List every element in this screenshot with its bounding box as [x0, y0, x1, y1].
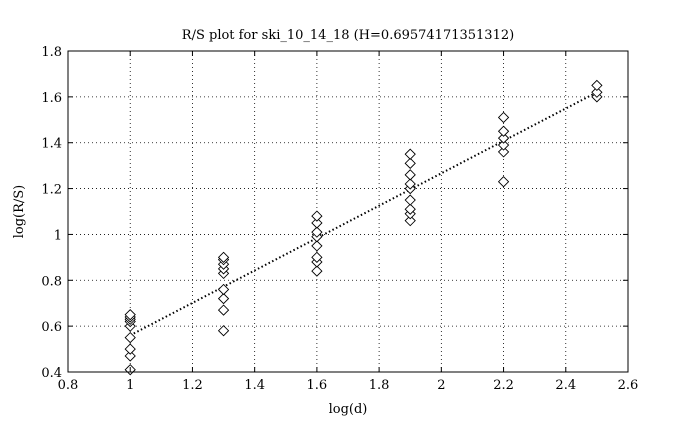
- data-point: [124, 331, 136, 344]
- data-point: [311, 240, 323, 252]
- data-point: [124, 309, 136, 321]
- axis-ticks: [67, 50, 629, 373]
- x-tick-label: 2.4: [555, 378, 576, 393]
- data-point: [124, 350, 136, 362]
- y-tick-label: 1.6: [41, 91, 62, 106]
- x-tick-label: 1.8: [369, 378, 390, 393]
- x-tick-label: 1.4: [244, 378, 265, 393]
- data-point: [311, 265, 323, 277]
- x-tick-label: 2.6: [618, 378, 639, 393]
- x-tick-label: 2: [437, 378, 445, 393]
- data-point: [404, 215, 416, 227]
- y-tick-label: 0.8: [41, 274, 62, 289]
- data-point: [591, 79, 603, 92]
- data-point: [497, 111, 510, 124]
- x-tick-label: 1.2: [182, 378, 203, 393]
- data-point: [497, 132, 510, 144]
- x-tick-label: 0.8: [58, 378, 79, 393]
- data-point: [311, 210, 323, 222]
- y-tick-label: 1.8: [41, 45, 62, 60]
- data-point: [217, 251, 230, 263]
- data-point: [404, 148, 416, 160]
- data-points: [124, 79, 603, 376]
- data-point: [217, 304, 230, 316]
- data-point: [124, 343, 136, 355]
- data-point: [404, 203, 416, 215]
- data-point: [217, 292, 230, 305]
- data-point: [217, 325, 230, 337]
- fit-line: [129, 91, 598, 337]
- data-point: [591, 86, 603, 98]
- data-point: [311, 251, 323, 263]
- data-point: [311, 217, 323, 229]
- x-axis-title: log(d): [329, 402, 368, 417]
- x-tick-label: 1: [126, 378, 134, 393]
- chart-title: R/S plot for ski_10_14_18 (H=0.695741713…: [182, 28, 514, 43]
- data-point: [497, 146, 510, 158]
- plot-frame: [67, 50, 629, 373]
- data-point: [497, 176, 510, 188]
- fit-line-group: [129, 91, 598, 337]
- x-tick-label: 1.6: [307, 378, 328, 393]
- y-tick-label: 1.2: [41, 183, 62, 198]
- data-point: [217, 283, 230, 296]
- data-point: [404, 178, 416, 190]
- y-tick-label: 0.6: [41, 320, 62, 335]
- y-tick-label: 1.4: [41, 137, 62, 152]
- data-point: [497, 139, 510, 151]
- data-point: [404, 169, 416, 181]
- data-point: [404, 194, 416, 206]
- tick-labels: 0.8 1 1.2 1.4 1.6 1.8 2 2.2 2.4 2.6 0.4 0.6 0.8 1 1.2 1…: [41, 45, 638, 393]
- y-tick-label: 0.4: [41, 366, 62, 381]
- y-axis-title: log(R/S): [12, 185, 27, 239]
- y-tick-label: 1: [54, 228, 62, 243]
- data-point: [497, 125, 510, 137]
- data-point: [311, 226, 323, 238]
- data-point: [404, 157, 416, 169]
- x-tick-label: 2.2: [493, 378, 514, 393]
